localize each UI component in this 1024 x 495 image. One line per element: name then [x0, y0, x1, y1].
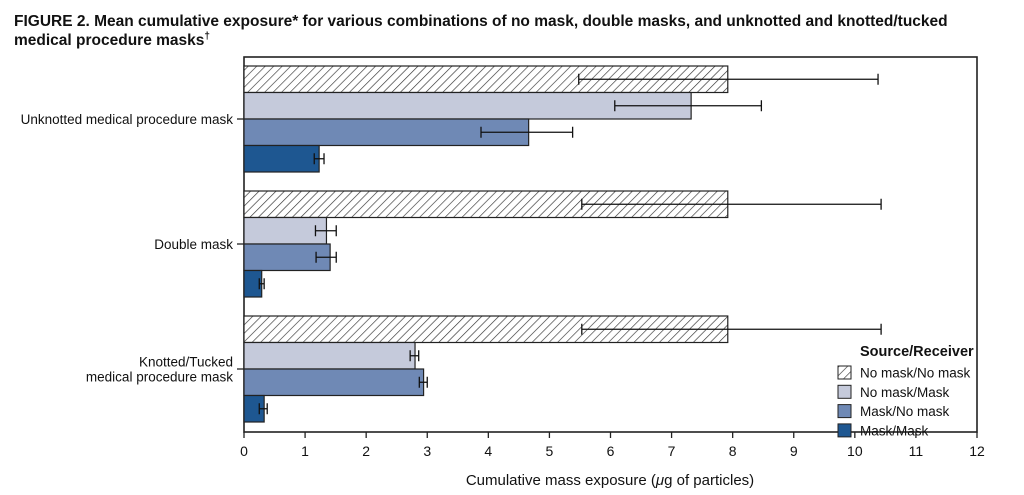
x-tick-label: 2: [362, 443, 370, 459]
category-label: Unknotted medical procedure mask: [21, 112, 234, 127]
x-tick-label: 1: [301, 443, 309, 459]
bar: [243, 144, 320, 173]
x-tick-label: 5: [546, 443, 554, 459]
legend-label: No mask/Mask: [860, 385, 950, 400]
x-axis-title-pre: Cumulative mass exposure (: [466, 472, 656, 489]
legend-title: Source/Receiver: [860, 344, 974, 360]
x-axis-title-post: g of particles): [664, 472, 754, 489]
x-tick-label: 11: [909, 443, 924, 459]
x-tick-label: 10: [847, 443, 863, 459]
figure-title-text: FIGURE 2. Mean cumulative exposure* for …: [14, 13, 948, 49]
legend-label: Mask/Mask: [860, 423, 929, 438]
x-tick-label: 0: [240, 443, 248, 459]
legend-swatch: [837, 404, 852, 419]
legend-label: No mask/No mask: [860, 366, 971, 381]
x-tick-label: 8: [729, 443, 737, 459]
x-tick-label: 12: [969, 443, 985, 459]
y-axis-categories: Unknotted medical procedure mask Double m…: [21, 112, 244, 385]
x-tick-label: 9: [790, 443, 798, 459]
legend-swatch: [837, 423, 852, 438]
x-axis-title-mu: μ: [655, 472, 664, 489]
x-axis-title: Cumulative mass exposure (μg of particle…: [466, 472, 754, 489]
bar: [243, 341, 416, 370]
legend-swatch: [837, 365, 852, 380]
bar: [243, 216, 328, 245]
x-tick-label: 6: [607, 443, 615, 459]
x-tick-label: 3: [423, 443, 431, 459]
category-label: Double mask: [154, 237, 233, 252]
legend: Source/Receiver No mask/No mask No mask/M…: [837, 344, 974, 438]
bar: [243, 368, 425, 397]
x-tick-label: 7: [668, 443, 676, 459]
legend-label: Mask/No mask: [860, 404, 950, 419]
category-label: Knotted/Tucked: [139, 355, 233, 370]
figure-title: FIGURE 2. Mean cumulative exposure* for …: [14, 12, 1009, 50]
x-axis: 0 1 2 3 4 5 6 7 8 9 10 11 12: [240, 432, 985, 459]
x-tick-label: 4: [484, 443, 492, 459]
figure-title-dagger: †: [204, 30, 210, 42]
legend-swatch: [837, 384, 852, 399]
bars-layer: [243, 65, 882, 423]
category-label: medical procedure mask: [86, 370, 233, 385]
